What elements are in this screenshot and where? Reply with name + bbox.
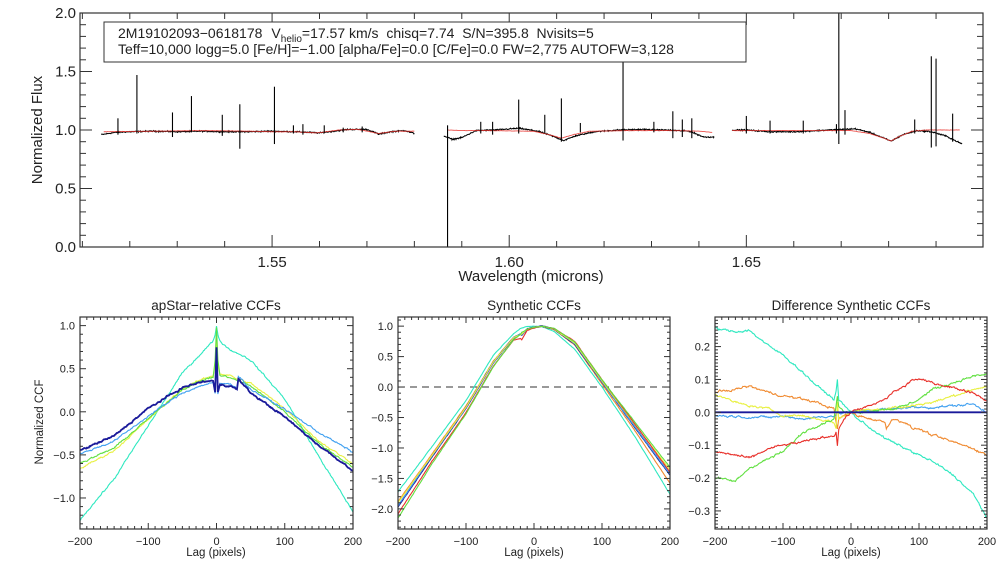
x-tick-label: −200 bbox=[68, 536, 93, 548]
info-vhelio-sub: helio bbox=[281, 34, 303, 45]
apstar-ccf-ylabel: Normalized CCF bbox=[34, 380, 46, 465]
x-tick-label: 0 bbox=[213, 536, 219, 548]
apstar-ccf-panel: apStar−relative CCFs −200 −100 0 100 200 −1.0… bbox=[34, 298, 362, 559]
difference-ccf-series-visit-4 bbox=[715, 385, 987, 429]
info-line-1-rest: =17.57 km/s chisq=7.74 S/N=395.8 Nvisits… bbox=[302, 25, 594, 41]
y-tick-label: 0.5 bbox=[55, 181, 76, 198]
difference-ccf-series-visit-6 bbox=[715, 378, 987, 459]
y-tick-label: 2.0 bbox=[55, 5, 76, 22]
info-vhelio-v: V bbox=[271, 25, 281, 41]
x-tick-label: −100 bbox=[771, 536, 796, 548]
y-tick-label: 0.1 bbox=[695, 374, 710, 386]
difference-ccf-xlabel: Lag (pixels) bbox=[821, 547, 881, 559]
y-tick-label: −1.5 bbox=[371, 473, 393, 485]
x-tick-label: 1.55 bbox=[257, 254, 286, 271]
y-tick-label: 1.5 bbox=[55, 64, 76, 81]
difference-ccf-lines bbox=[715, 327, 987, 518]
apstar-ccf-series-visit-5 bbox=[80, 347, 353, 472]
difference-ccf-title: Difference Synthetic CCFs bbox=[772, 298, 931, 313]
y-tick-label: −0.2 bbox=[688, 473, 710, 485]
y-tick-label: −0.3 bbox=[688, 506, 710, 518]
difference-ccf-ticks: −200 −100 0 100 200 −0.3 −0.2 −0.1 0.0 0.1 0.2 bbox=[688, 317, 996, 548]
apstar-ccf-series-visit-1 bbox=[80, 325, 353, 521]
synthetic-ccf-title: Synthetic CCFs bbox=[487, 298, 581, 313]
x-tick-label: 100 bbox=[276, 536, 294, 548]
synthetic-spectrum-segment bbox=[447, 129, 713, 139]
synthetic-ccf-xlabel: Lag (pixels) bbox=[504, 547, 564, 559]
difference-ccf-series-visit-1 bbox=[715, 327, 987, 518]
difference-ccf-axes-frame bbox=[714, 316, 988, 530]
y-tick-label: 0.0 bbox=[378, 382, 393, 394]
x-tick-label: −200 bbox=[703, 536, 728, 548]
difference-ccf-panel: Difference Synthetic CCFs −200 −100 0 100 20… bbox=[688, 298, 996, 559]
info-line-2: Teff=10,000 logg=5.0 [Fe/H]=−1.00 [alpha… bbox=[118, 41, 674, 57]
observed-spectrum-segment bbox=[443, 126, 715, 142]
y-tick-label: 1.0 bbox=[378, 321, 393, 333]
x-tick-label: 100 bbox=[593, 536, 611, 548]
y-tick-label: −1.0 bbox=[371, 443, 393, 455]
info-line-1: 2M19102093−0618178 Vhelio=17.57 km/s chis… bbox=[118, 25, 594, 45]
info-star-id: 2M19102093−0618178 bbox=[118, 25, 263, 41]
x-tick-label: 200 bbox=[661, 536, 679, 548]
x-tick-label: 1.60 bbox=[495, 254, 524, 271]
apstar-ccf-ticks: −200 −100 0 100 200 −1.0 −0.5 0.0 0.5 1.0 bbox=[53, 317, 362, 548]
x-tick-label: 1.65 bbox=[732, 254, 761, 271]
x-tick-label: 0 bbox=[531, 536, 537, 548]
spectrum-ticks: 1.55 1.60 1.65 0.0 0.5 1.0 1.5 2.0 bbox=[55, 5, 983, 271]
apstar-ccf-lines bbox=[80, 325, 353, 521]
x-tick-label: 100 bbox=[910, 536, 928, 548]
info-box-frame bbox=[103, 21, 747, 63]
y-tick-label: 0.0 bbox=[695, 407, 710, 419]
y-tick-label: 0.0 bbox=[55, 239, 76, 256]
y-tick-label: 0.2 bbox=[695, 342, 710, 354]
spectrum-lines bbox=[100, 13, 963, 247]
x-tick-label: −200 bbox=[386, 536, 411, 548]
synthetic-ccf-series-visit-7 bbox=[398, 325, 670, 519]
y-tick-label: −0.5 bbox=[371, 413, 393, 425]
difference-ccf-series-visit-5 bbox=[715, 373, 987, 483]
y-tick-label: −1.0 bbox=[53, 493, 75, 505]
spectrum-panel: 1.55 1.60 1.65 0.0 0.5 1.0 1.5 2.0 Wavelength (… bbox=[29, 5, 984, 285]
x-tick-label: 200 bbox=[978, 536, 996, 548]
x-tick-label: −100 bbox=[136, 536, 161, 548]
apstar-ccf-series-visit-3 bbox=[80, 327, 353, 468]
y-tick-label: 1.0 bbox=[60, 321, 75, 333]
y-tick-label: −2.0 bbox=[371, 504, 393, 516]
synthetic-ccf-ticks: −200 −100 0 100 200 −2.0 −1.5 −1.0 −0.5 0.0 0.5 1.0 bbox=[371, 317, 679, 548]
x-tick-label: 0 bbox=[848, 536, 854, 548]
y-tick-label: 1.0 bbox=[55, 122, 76, 139]
synthetic-ccf-panel: Synthetic CCFs −200 −100 0 100 200 −2.0 −1.5 −1… bbox=[371, 298, 679, 559]
spectrum-xlabel: Wavelength (microns) bbox=[458, 268, 603, 285]
y-tick-label: 0.5 bbox=[378, 352, 393, 364]
spectrum-ylabel: Normalized Flux bbox=[29, 75, 46, 184]
difference-ccf-frame bbox=[714, 316, 988, 530]
y-tick-label: −0.1 bbox=[688, 440, 710, 452]
y-tick-label: 0.5 bbox=[60, 364, 75, 376]
x-tick-label: −100 bbox=[454, 536, 479, 548]
y-tick-label: −0.5 bbox=[53, 450, 75, 462]
difference-ccf-series-visit-2 bbox=[715, 385, 987, 457]
apstar-ccf-title: apStar−relative CCFs bbox=[151, 298, 281, 313]
apstar-ccf-xlabel: Lag (pixels) bbox=[186, 547, 246, 559]
synthetic-ccf-lines bbox=[398, 325, 670, 519]
synthetic-ccf-series-visit-1 bbox=[398, 325, 670, 495]
x-tick-label: 200 bbox=[344, 536, 362, 548]
y-tick-label: 0.0 bbox=[60, 407, 75, 419]
info-box: 2M19102093−0618178 Vhelio=17.57 km/s chis… bbox=[103, 21, 747, 63]
synthetic-ccf-series-visit-6 bbox=[398, 325, 670, 515]
